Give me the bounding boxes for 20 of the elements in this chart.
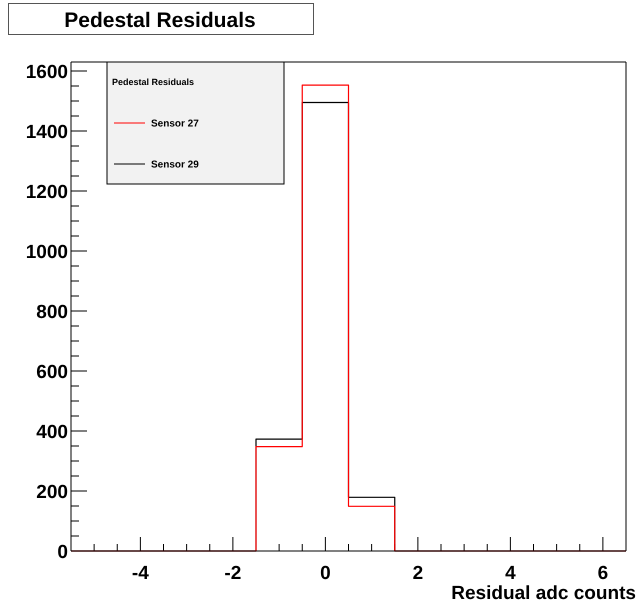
y-tick-label: 1000 xyxy=(26,242,68,263)
legend-label: Sensor 29 xyxy=(151,160,200,171)
chart-title: Pedestal Residuals xyxy=(64,9,256,32)
x-axis-title: Residual adc counts xyxy=(451,583,636,604)
y-tick-label: 0 xyxy=(57,542,68,563)
x-tick-label: 6 xyxy=(598,563,608,584)
x-tick-label: 0 xyxy=(320,563,331,584)
y-tick-label: 800 xyxy=(36,302,68,323)
y-tick-label: 1600 xyxy=(26,62,68,83)
y-tick-label: 400 xyxy=(36,422,68,443)
legend-title: Pedestal Residuals xyxy=(112,77,194,87)
legend-label: Sensor 27 xyxy=(151,118,200,130)
x-tick-label: -4 xyxy=(132,563,150,584)
x-tick-label: -2 xyxy=(224,563,242,584)
y-tick-label: 1200 xyxy=(26,182,68,203)
y-tick-label: 600 xyxy=(36,362,68,383)
y-tick-label: 1400 xyxy=(26,122,68,143)
x-tick-label: 4 xyxy=(505,563,516,584)
y-tick-label: 200 xyxy=(36,482,68,503)
x-tick-label: 2 xyxy=(412,563,424,584)
